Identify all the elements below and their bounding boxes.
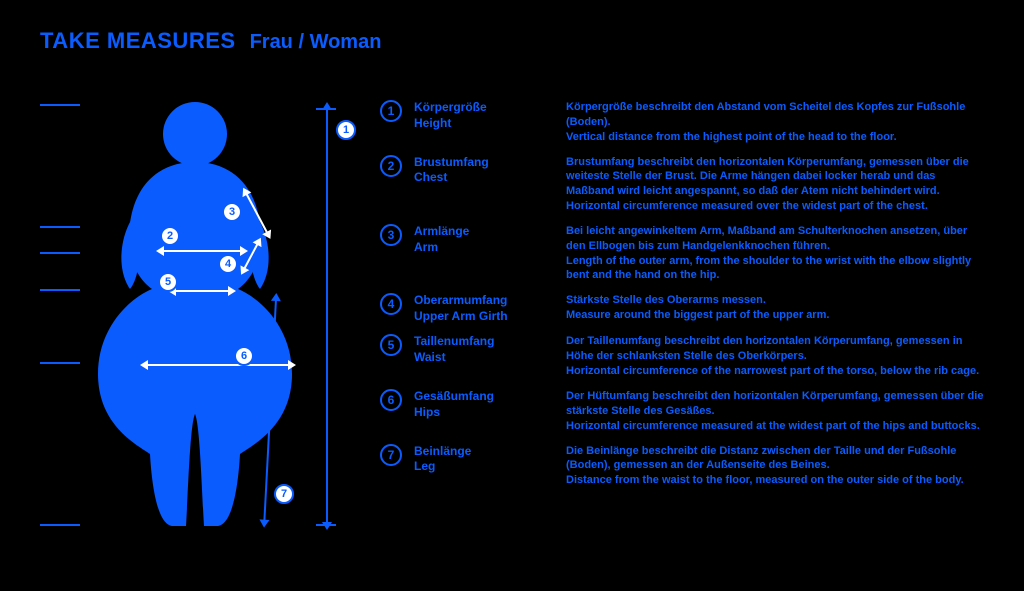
legend-number-icon: 6 [380, 389, 402, 411]
legend-description: Bei leicht angewinkeltem Arm, Maßband am… [566, 224, 984, 283]
legend-description: Der Hüftumfang beschreibt den horizontal… [566, 389, 984, 434]
legend-label: TaillenumfangWaist [414, 334, 554, 365]
legend-number-icon: 7 [380, 444, 402, 466]
diagram-marker-7: 7 [274, 484, 294, 504]
legend-number-icon: 4 [380, 293, 402, 315]
legend-number-icon: 5 [380, 334, 402, 356]
legend-row-6: 6 GesäßumfangHips Der Hüftumfang beschreib… [380, 389, 984, 434]
reference-line [40, 226, 80, 228]
measure-arrow [146, 364, 290, 366]
reference-line [40, 252, 80, 254]
legend-number-icon: 3 [380, 224, 402, 246]
legend-row-2: 2 BrustumfangChest Brustumfang beschreibt … [380, 155, 984, 214]
measure-arrow [162, 250, 242, 252]
legend-description: Stärkste Stelle des Oberarms messen. Mea… [566, 293, 984, 323]
legend-row-7: 7 BeinlängeLeg Die Beinlänge beschreibt di… [380, 444, 984, 489]
legend-row-3: 3 ArmlängeArm Bei leicht angewinkeltem Arm… [380, 224, 984, 283]
legend: 1 KörpergrößeHeight Körpergröße beschreibt… [380, 94, 984, 544]
title-main: TAKE MEASURES [40, 28, 236, 54]
title-sub: Frau / Woman [250, 31, 382, 54]
legend-label: BrustumfangChest [414, 155, 554, 186]
legend-label: KörpergrößeHeight [414, 100, 554, 131]
diagram-marker-4: 4 [218, 254, 238, 274]
page-title: TAKE MEASURES Frau / Woman [40, 28, 984, 54]
legend-label: GesäßumfangHips [414, 389, 554, 420]
diagram-marker-3: 3 [222, 202, 242, 222]
diagram-marker-1: 1 [336, 120, 356, 140]
legend-description: Der Taillenumfang beschreibt den horizon… [566, 334, 984, 379]
reference-line [40, 289, 80, 291]
diagram-marker-2: 2 [160, 226, 180, 246]
reference-line [40, 524, 80, 526]
legend-description: Die Beinlänge beschreibt die Distanz zwi… [566, 444, 984, 489]
diagram-marker-5: 5 [158, 272, 178, 292]
legend-description: Brustumfang beschreibt den horizontalen … [566, 155, 984, 214]
diagram-marker-6: 6 [234, 346, 254, 366]
legend-label: OberarmumfangUpper Arm Girth [414, 293, 554, 324]
legend-description: Körpergröße beschreibt den Abstand vom S… [566, 100, 984, 145]
legend-label: BeinlängeLeg [414, 444, 554, 475]
legend-label: ArmlängeArm [414, 224, 554, 255]
legend-number-icon: 2 [380, 155, 402, 177]
reference-line [40, 104, 80, 106]
legend-row-4: 4 OberarmumfangUpper Arm Girth Stärkste St… [380, 293, 984, 324]
measure-arrow [174, 290, 230, 292]
reference-line [40, 362, 80, 364]
legend-row-1: 1 KörpergrößeHeight Körpergröße beschreibt… [380, 100, 984, 145]
legend-row-5: 5 TaillenumfangWaist Der Taillenumfang bes… [380, 334, 984, 379]
legend-number-icon: 1 [380, 100, 402, 122]
measurement-diagram: 1234567 [40, 94, 350, 544]
